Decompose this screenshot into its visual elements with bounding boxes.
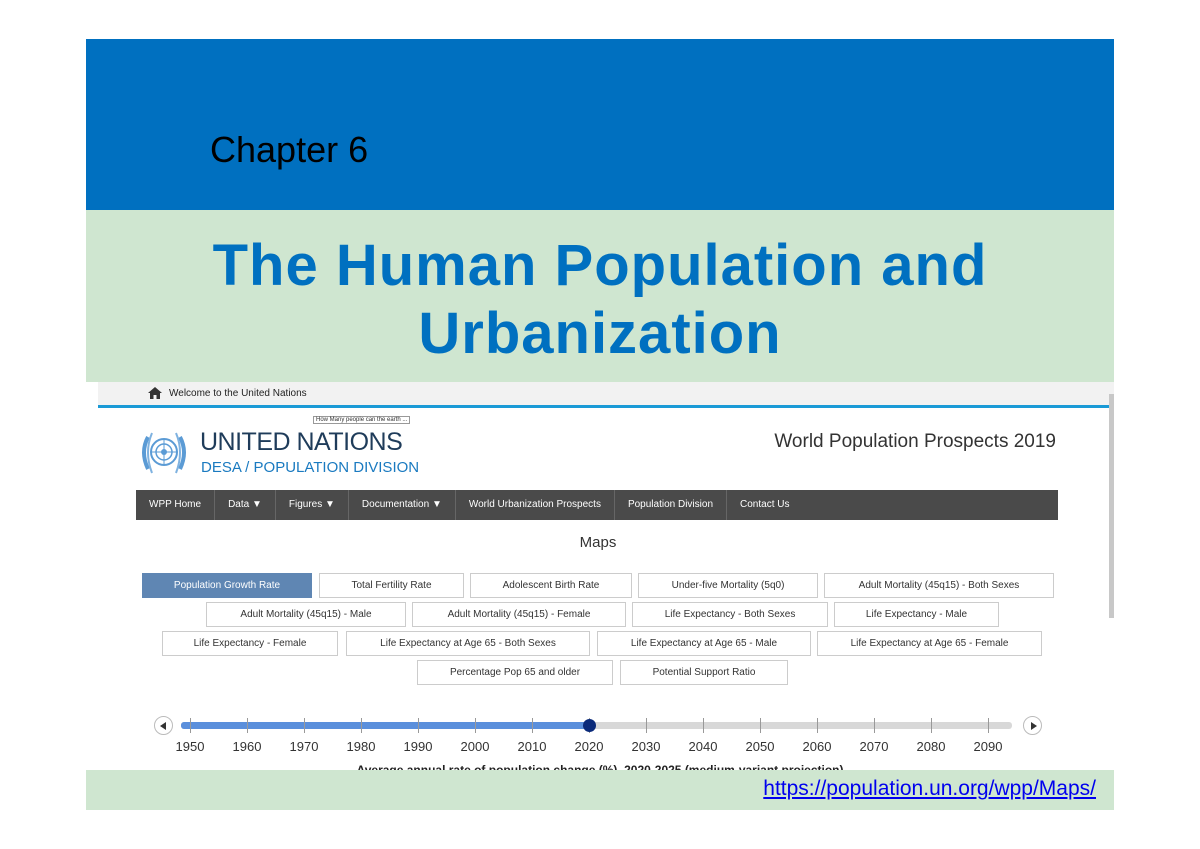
timeline-year-label[interactable]: 1980 (346, 739, 376, 754)
indicator-button[interactable]: Life Expectancy - Both Sexes (632, 602, 828, 627)
product-title: World Population Prospects 2019 (774, 431, 1056, 452)
timeline-tick (532, 718, 533, 733)
timeline-year-label[interactable]: 2030 (631, 739, 661, 754)
timeline-year-label[interactable]: 2080 (916, 739, 946, 754)
timeline-year-label[interactable]: 2090 (973, 739, 1003, 754)
timeline-year-label[interactable]: 2060 (802, 739, 832, 754)
indicator-button[interactable]: Life Expectancy - Female (162, 631, 338, 656)
timeline-year-label[interactable]: 1990 (403, 739, 433, 754)
timeline-year-label[interactable]: 1960 (232, 739, 262, 754)
play-forward-icon[interactable] (1023, 716, 1042, 735)
source-link[interactable]: https://population.un.org/wpp/Maps/ (763, 777, 1096, 800)
chapter-label: Chapter 6 (210, 129, 369, 170)
timeline-year-label[interactable]: 2050 (745, 739, 775, 754)
nav-item-urbanization[interactable]: World Urbanization Prospects (456, 490, 615, 520)
timeline-tick (988, 718, 989, 733)
indicator-button[interactable]: Life Expectancy at Age 65 - Both Sexes (346, 631, 590, 656)
tooltip: How Many people can the earth ... (313, 416, 411, 424)
timeline-year-label[interactable]: 2070 (859, 739, 889, 754)
indicator-button[interactable]: Adult Mortality (45q15) - Both Sexes (824, 573, 1054, 598)
timeline-tick (760, 718, 761, 733)
nav-item-documentation[interactable]: Documentation ▼ (349, 490, 456, 520)
page-scrollbar[interactable] (1109, 394, 1114, 618)
timeline-tick (304, 718, 305, 733)
welcome-link[interactable]: Welcome to the United Nations (169, 388, 307, 399)
timeline-tick (931, 718, 932, 733)
embedded-website-screenshot: Welcome to the United Nations How Many p… (98, 382, 1114, 770)
timeline-tick (475, 718, 476, 733)
indicator-button[interactable]: Potential Support Ratio (620, 660, 788, 685)
timeline-handle[interactable] (583, 719, 596, 732)
indicator-button[interactable]: Population Growth Rate (142, 573, 312, 598)
indicator-button[interactable]: Under-five Mortality (5q0) (638, 573, 818, 598)
timeline-progress (181, 722, 589, 729)
slide-title-line-1: The Human Population and (212, 233, 988, 298)
timeline-year-label[interactable]: 2040 (688, 739, 718, 754)
slide-footer-band: Average annual rate of population change… (86, 763, 1114, 810)
timeline-tick (361, 718, 362, 733)
indicator-button[interactable]: Adolescent Birth Rate (470, 573, 632, 598)
timeline-tick (247, 718, 248, 733)
un-emblem-icon[interactable] (134, 427, 194, 477)
nav-item-figures[interactable]: Figures ▼ (276, 490, 349, 520)
indicator-button[interactable]: Life Expectancy at Age 65 - Male (597, 631, 811, 656)
division-name[interactable]: DESA / POPULATION DIVISION (201, 459, 420, 476)
indicator-button[interactable]: Percentage Pop 65 and older (417, 660, 613, 685)
timeline-tick (646, 718, 647, 733)
timeline-tick (418, 718, 419, 733)
indicator-button[interactable]: Total Fertility Rate (319, 573, 464, 598)
indicator-button[interactable]: Adult Mortality (45q15) - Male (206, 602, 406, 627)
slide-title-line-2: Urbanization (418, 301, 782, 366)
welcome-bar: Welcome to the United Nations (98, 382, 1114, 408)
timeline-tick (703, 718, 704, 733)
timeline-tick (817, 718, 818, 733)
timeline-tick (874, 718, 875, 733)
slide-header-band: Chapter 6 (86, 39, 1114, 210)
nav-item-population-division[interactable]: Population Division (615, 490, 728, 520)
nav-item-data[interactable]: Data ▼ (215, 490, 276, 520)
indicator-button[interactable]: Life Expectancy - Male (834, 602, 999, 627)
timeline-year-label[interactable]: 1970 (289, 739, 319, 754)
slide-title: The Human Population and Urbanization (86, 232, 1114, 368)
timeline-tick (190, 718, 191, 733)
indicator-button[interactable]: Life Expectancy at Age 65 - Female (817, 631, 1042, 656)
nav-item-contact[interactable]: Contact Us (740, 499, 790, 510)
map-caption: Average annual rate of population change… (356, 763, 844, 770)
timeline-year-label[interactable]: 2000 (460, 739, 490, 754)
play-back-icon[interactable] (154, 716, 173, 735)
nav-item-wpp-home[interactable]: WPP Home (136, 490, 216, 520)
indicator-button[interactable]: Adult Mortality (45q15) - Female (412, 602, 626, 627)
timeline-year-label[interactable]: 1950 (175, 739, 205, 754)
timeline-track[interactable] (181, 722, 1012, 729)
maps-heading: Maps (579, 534, 617, 551)
slide-title-band: The Human Population and Urbanization (86, 210, 1114, 382)
org-name[interactable]: UNITED NATIONS (200, 428, 403, 456)
main-nav: WPP Home Data ▼ Figures ▼ Documentation … (136, 490, 1058, 520)
timeline-year-label[interactable]: 2020 (574, 739, 604, 754)
home-icon[interactable] (148, 387, 162, 399)
timeline-year-label[interactable]: 2010 (517, 739, 547, 754)
